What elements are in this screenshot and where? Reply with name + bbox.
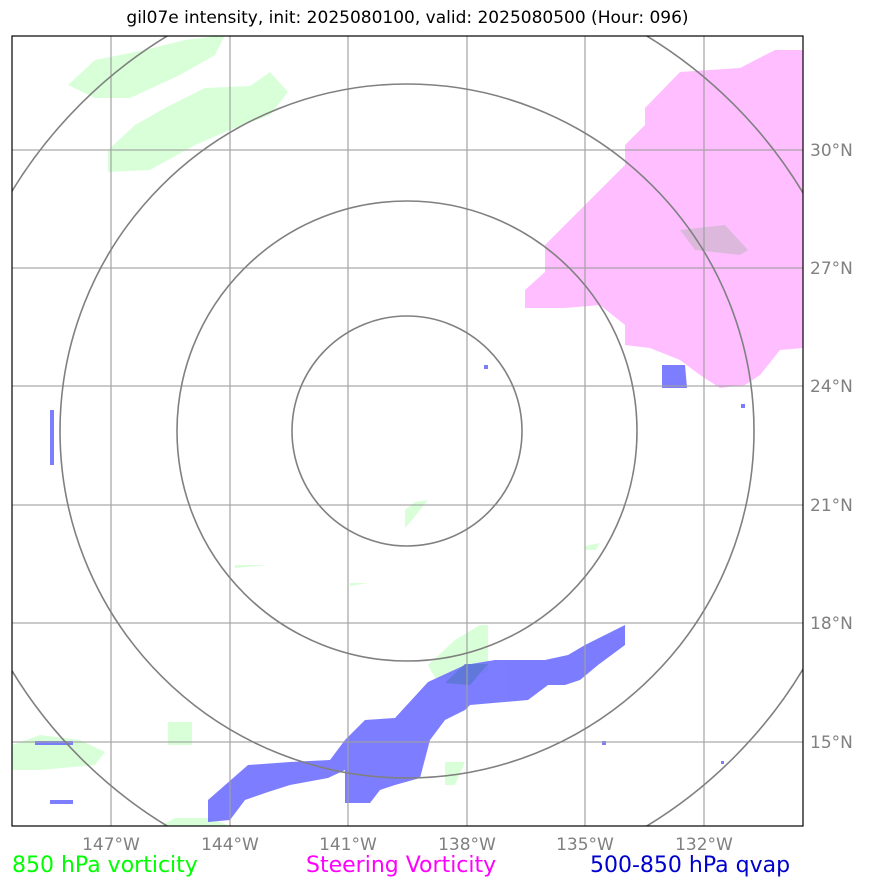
- steering-vorticity-overlap: [680, 225, 748, 255]
- legend-steering-vorticity: Steering Vorticity: [306, 853, 497, 878]
- map-title: gil07e intensity, init: 2025080100, vali…: [126, 8, 689, 28]
- vorticity-850-field: [12, 36, 600, 826]
- range-ring-2: [176, 200, 638, 662]
- lat-tick-label: 15°N: [810, 733, 853, 753]
- qvap-field: [35, 365, 745, 822]
- lon-tick-label: 141°W: [319, 835, 377, 855]
- range-ring-3: [59, 83, 755, 779]
- gridlines: [12, 36, 803, 826]
- lat-tick-labels: 30°N 27°N 24°N 21°N 18°N 15°N: [810, 141, 853, 753]
- lat-tick-label: 30°N: [810, 141, 853, 161]
- lat-tick-label: 18°N: [810, 614, 853, 634]
- steering-vorticity-field: [525, 50, 803, 388]
- legend-qvap: 500-850 hPa qvap: [590, 853, 791, 878]
- lat-tick-label: 24°N: [810, 377, 853, 397]
- lon-tick-label: 138°W: [438, 835, 496, 855]
- lat-tick-label: 21°N: [810, 496, 853, 516]
- lon-tick-label: 135°W: [556, 835, 614, 855]
- lon-tick-label: 132°W: [675, 835, 733, 855]
- range-ring-1: [291, 315, 523, 547]
- map-frame: [11, 35, 804, 827]
- lon-tick-labels: 147°W 144°W 141°W 138°W 135°W 132°W: [82, 835, 733, 855]
- lat-tick-label: 27°N: [810, 259, 853, 279]
- lon-tick-label: 147°W: [82, 835, 140, 855]
- lon-tick-label: 144°W: [201, 835, 259, 855]
- legend-850-vorticity: 850 hPa vorticity: [12, 853, 198, 878]
